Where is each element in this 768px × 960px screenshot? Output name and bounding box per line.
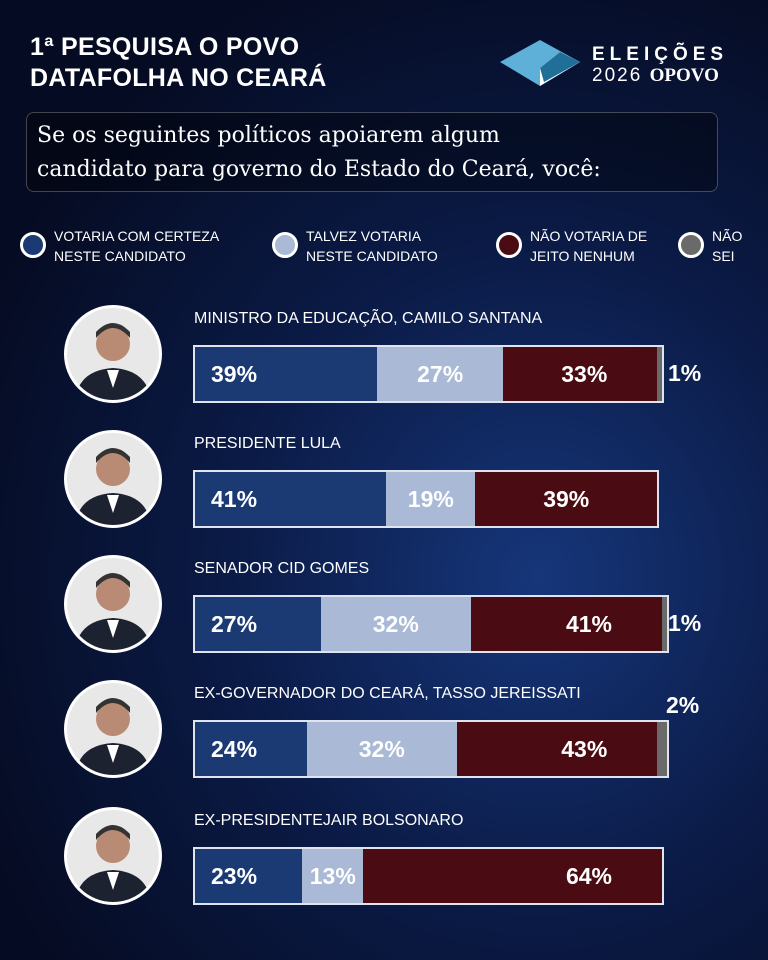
- question-line-1: Se os seguintes políticos apoiarem algum: [37, 123, 500, 148]
- data-label: 39%: [211, 360, 258, 387]
- legend-label: VOTARIA COM CERTEZA NESTE CANDIDATO: [54, 228, 219, 264]
- bar-segment: 19%: [386, 472, 476, 526]
- legend-swatch: [20, 232, 46, 258]
- bar-segment: 23%: [195, 849, 303, 903]
- bar-segment: 32%: [321, 597, 471, 651]
- data-label: 23%: [211, 862, 258, 889]
- person-icon: [75, 323, 151, 400]
- legend-swatch: [272, 232, 298, 258]
- bar-segment: 24%: [195, 722, 308, 776]
- logo-text: ELEIÇÕES: [592, 44, 729, 65]
- question-box: Se os seguintes políticos apoiarem algum…: [26, 112, 718, 192]
- data-label: 33%: [561, 360, 608, 387]
- legend-item: NÃO SEI: [678, 226, 742, 266]
- data-label: 32%: [358, 735, 405, 762]
- person-icon: [75, 698, 151, 775]
- bar-segment: [657, 347, 662, 401]
- data-label: 39%: [543, 485, 590, 512]
- bar-segment: 32%: [307, 722, 457, 776]
- data-label: 43%: [561, 735, 608, 762]
- legend-swatch: [678, 232, 704, 258]
- legend-item: NÃO VOTARIA DE JEITO NENHUM: [496, 226, 666, 266]
- candidate-photo: [64, 680, 162, 778]
- data-label-nao-sei: 1%: [668, 610, 702, 636]
- data-label: 19%: [407, 485, 454, 512]
- bar-segment: [657, 722, 667, 776]
- person-icon: [75, 825, 151, 902]
- candidate-name: EX-GOVERNADOR DO CEARÁ, TASSO JEREISSATI: [194, 685, 581, 702]
- logo: ELEIÇÕES 2026 OPOVO: [500, 40, 723, 90]
- bar-segment: 41%: [195, 472, 387, 526]
- bar-segment: 41%: [470, 597, 662, 651]
- stacked-bar: 39% 27% 33%: [193, 345, 664, 403]
- legend-label: NÃO SEI: [712, 228, 743, 264]
- candidate-name: EX-PRESIDENTEJAIR BOLSONARO: [194, 812, 464, 829]
- legend-item: VOTARIA COM CERTEZA NESTE CANDIDATO: [20, 226, 250, 266]
- title-line-2: DATAFOLHA NO CEARÁ: [30, 64, 327, 92]
- person-icon: [75, 448, 151, 525]
- bar-segment: 39%: [195, 347, 378, 401]
- bar-segment: 64%: [363, 849, 662, 903]
- stacked-bar: 24% 32% 43%: [193, 720, 669, 778]
- legend-item: TALVEZ VOTARIA NESTE CANDIDATO: [272, 226, 462, 266]
- legend-swatch: [496, 232, 522, 258]
- candidate-name: SENADOR CID GOMES: [194, 560, 370, 577]
- candidate-photo: [64, 305, 162, 403]
- stacked-bar: 23% 13% 64%: [193, 847, 664, 905]
- bar-segment: 13%: [302, 849, 364, 903]
- stacked-bar: 41% 19% 39%: [193, 470, 660, 528]
- data-label-nao-sei: 2%: [666, 692, 700, 718]
- question-line-2: candidato para governo do Estado do Cear…: [37, 157, 601, 182]
- page-title: 1ª PESQUISA O POVO DATAFOLHA NO CEARÁ: [30, 32, 327, 94]
- bar-segment: 27%: [377, 347, 504, 401]
- logo-diamond-icon: [500, 40, 580, 86]
- data-label: 41%: [565, 610, 612, 637]
- logo-subtext: 2026 OPOVO: [592, 65, 719, 87]
- candidate-photo: [64, 555, 162, 653]
- person-icon: [75, 573, 151, 650]
- data-label-nao-sei: 1%: [668, 360, 702, 386]
- data-label: 41%: [211, 485, 258, 512]
- bar-segment: [661, 597, 667, 651]
- candidate-photo: [64, 430, 162, 528]
- logo-year: 2026: [592, 65, 643, 86]
- data-label: 13%: [309, 862, 356, 889]
- stacked-bar: 27% 32% 41%: [193, 595, 669, 653]
- data-label: 27%: [211, 610, 258, 637]
- candidate-photo: [64, 807, 162, 905]
- data-label: 32%: [372, 610, 419, 637]
- candidate-name: PRESIDENTE LULA: [194, 435, 341, 452]
- data-label: 24%: [211, 735, 258, 762]
- candidate-name: MINISTRO DA EDUCAÇÃO, CAMILO SANTANA: [194, 310, 543, 327]
- legend-label: NÃO VOTARIA DE JEITO NENHUM: [530, 228, 648, 264]
- bar-segment: 43%: [456, 722, 658, 776]
- bar-segment: 39%: [475, 472, 658, 526]
- legend-label: TALVEZ VOTARIA NESTE CANDIDATO: [306, 228, 438, 264]
- logo-brand: OPOVO: [649, 65, 719, 86]
- bar-segment: 33%: [503, 347, 658, 401]
- bar-segment: 27%: [195, 597, 322, 651]
- title-line-1: 1ª PESQUISA O POVO: [30, 33, 300, 61]
- data-label: 64%: [565, 862, 612, 889]
- data-label: 27%: [417, 360, 464, 387]
